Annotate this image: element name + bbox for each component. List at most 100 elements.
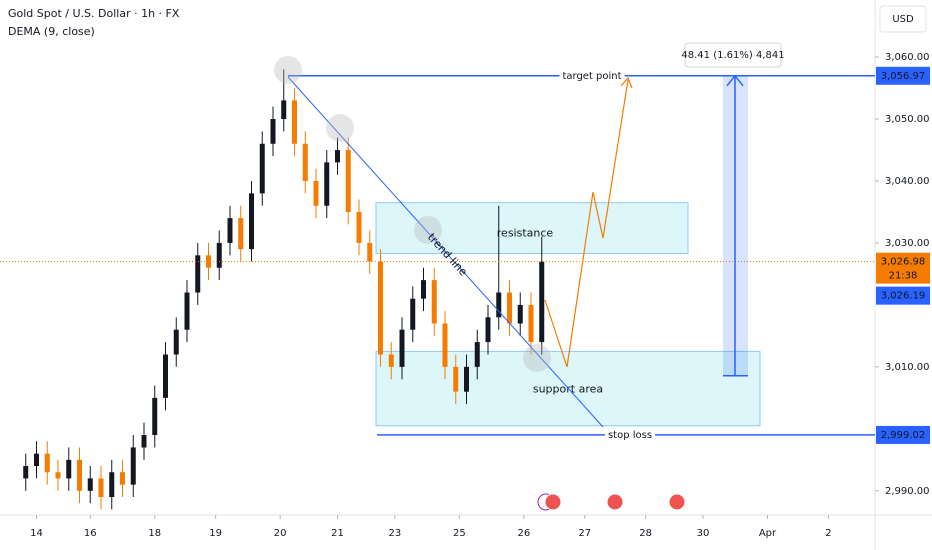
measure-label: 48.41 (1.61%) 4,841 xyxy=(681,50,784,61)
candle-body xyxy=(345,149,351,212)
chart-title: Gold Spot / U.S. Dollar · 1h · FX xyxy=(8,7,180,20)
currency-box[interactable] xyxy=(879,5,927,33)
highlight-circle xyxy=(414,216,442,244)
y-tick-label: 3,030.00 xyxy=(885,238,930,249)
highlight-circle xyxy=(523,344,551,372)
x-tick-label: 2 xyxy=(825,528,831,539)
candle-body xyxy=(130,447,136,485)
x-tick-label: 16 xyxy=(84,528,97,539)
x-tick-label: 28 xyxy=(639,528,652,539)
candle-body xyxy=(431,280,437,324)
candle-body xyxy=(152,397,158,436)
candle-body xyxy=(55,472,61,479)
dema-label: 3,026.19 xyxy=(881,291,926,302)
highlight-circle xyxy=(274,56,302,84)
highlight-circle xyxy=(326,114,354,142)
candle-body xyxy=(378,261,383,355)
trend-line xyxy=(287,76,604,428)
candle-body xyxy=(281,100,287,119)
candle-body xyxy=(238,218,244,250)
zone xyxy=(375,202,689,254)
y-tick-label: 3,050.00 xyxy=(885,114,930,125)
candle-body xyxy=(270,118,276,144)
candle-body xyxy=(249,193,254,250)
candle-body xyxy=(324,162,330,206)
x-tick-label: 20 xyxy=(274,528,287,539)
candle-body xyxy=(421,280,426,299)
x-tick-label: 25 xyxy=(453,528,466,539)
candle-body xyxy=(528,304,534,343)
zones xyxy=(375,202,761,427)
event-icon[interactable] xyxy=(606,493,624,511)
countdown-label: 21:38 xyxy=(889,271,918,282)
candle-body xyxy=(335,149,340,163)
candle-body xyxy=(410,298,416,330)
candle-body xyxy=(173,329,179,355)
projection-head xyxy=(620,76,633,89)
candle-body xyxy=(195,255,201,293)
x-tick-label: 30 xyxy=(697,528,710,539)
candle-body xyxy=(292,100,297,144)
candle-body xyxy=(399,329,405,367)
zone-label: support area xyxy=(533,382,603,395)
event-icon[interactable] xyxy=(668,493,686,511)
level-label-bg xyxy=(604,428,656,442)
level-label-bg xyxy=(559,69,625,83)
candle-body xyxy=(442,323,448,367)
x-tick-label: 21 xyxy=(331,528,344,539)
x-tick-label: 18 xyxy=(148,528,161,539)
candle-body xyxy=(356,211,362,243)
last-price-bg xyxy=(876,252,930,284)
annotations: resistance support area target point stop l… xyxy=(0,42,875,442)
candle-body xyxy=(34,453,39,467)
y-tick-label: 3,060.00 xyxy=(885,52,930,63)
candle-body xyxy=(44,453,50,473)
indicator-label: DEMA (9, close) xyxy=(8,25,95,38)
candle-body xyxy=(259,143,265,194)
candle-body xyxy=(539,261,545,343)
event-icon[interactable] xyxy=(544,493,562,511)
candle-body xyxy=(496,292,502,318)
price-label-bg xyxy=(876,66,930,85)
candle-body xyxy=(507,292,512,324)
y-tick-label: 2,990.00 xyxy=(885,486,930,497)
candle-body xyxy=(163,354,168,398)
candle-body xyxy=(109,472,115,498)
candles xyxy=(23,69,545,510)
level-label: stop loss xyxy=(608,430,652,441)
candle-body xyxy=(313,180,319,206)
candle-body xyxy=(184,292,190,330)
candle-body xyxy=(517,304,523,324)
price-label: 2,999.02 xyxy=(881,430,926,441)
x-tick-label: 26 xyxy=(517,528,530,539)
last-price-label: 3,026.98 xyxy=(881,257,926,268)
event-icons xyxy=(537,493,686,511)
candle-body xyxy=(141,435,147,448)
dema-label-bg xyxy=(876,286,930,305)
candle-body xyxy=(453,366,459,392)
price-label: 3,056.97 xyxy=(881,71,926,82)
candle-body xyxy=(388,354,394,367)
candle-body xyxy=(120,472,125,485)
x-tick-label: 23 xyxy=(388,528,401,539)
candle-body xyxy=(464,366,469,392)
x-tick-label: 14 xyxy=(30,528,43,539)
candle-body xyxy=(485,317,491,343)
y-tick-label: 3,010.00 xyxy=(885,362,930,373)
candle-body xyxy=(23,466,29,479)
x-tick-label: 19 xyxy=(209,528,222,539)
zone-label: resistance xyxy=(497,226,554,239)
currency: USD xyxy=(892,14,914,25)
price-label-bg xyxy=(876,425,930,444)
candle-body xyxy=(87,478,93,491)
candle-body xyxy=(302,143,308,181)
candle-body xyxy=(206,255,211,268)
candle-body xyxy=(77,459,82,491)
y-tick-label: 3,040.00 xyxy=(885,176,930,187)
x-tick-label: 27 xyxy=(578,528,591,539)
projection xyxy=(544,79,629,368)
x-tick-label: Apr xyxy=(759,528,777,539)
candle-body xyxy=(227,218,233,243)
